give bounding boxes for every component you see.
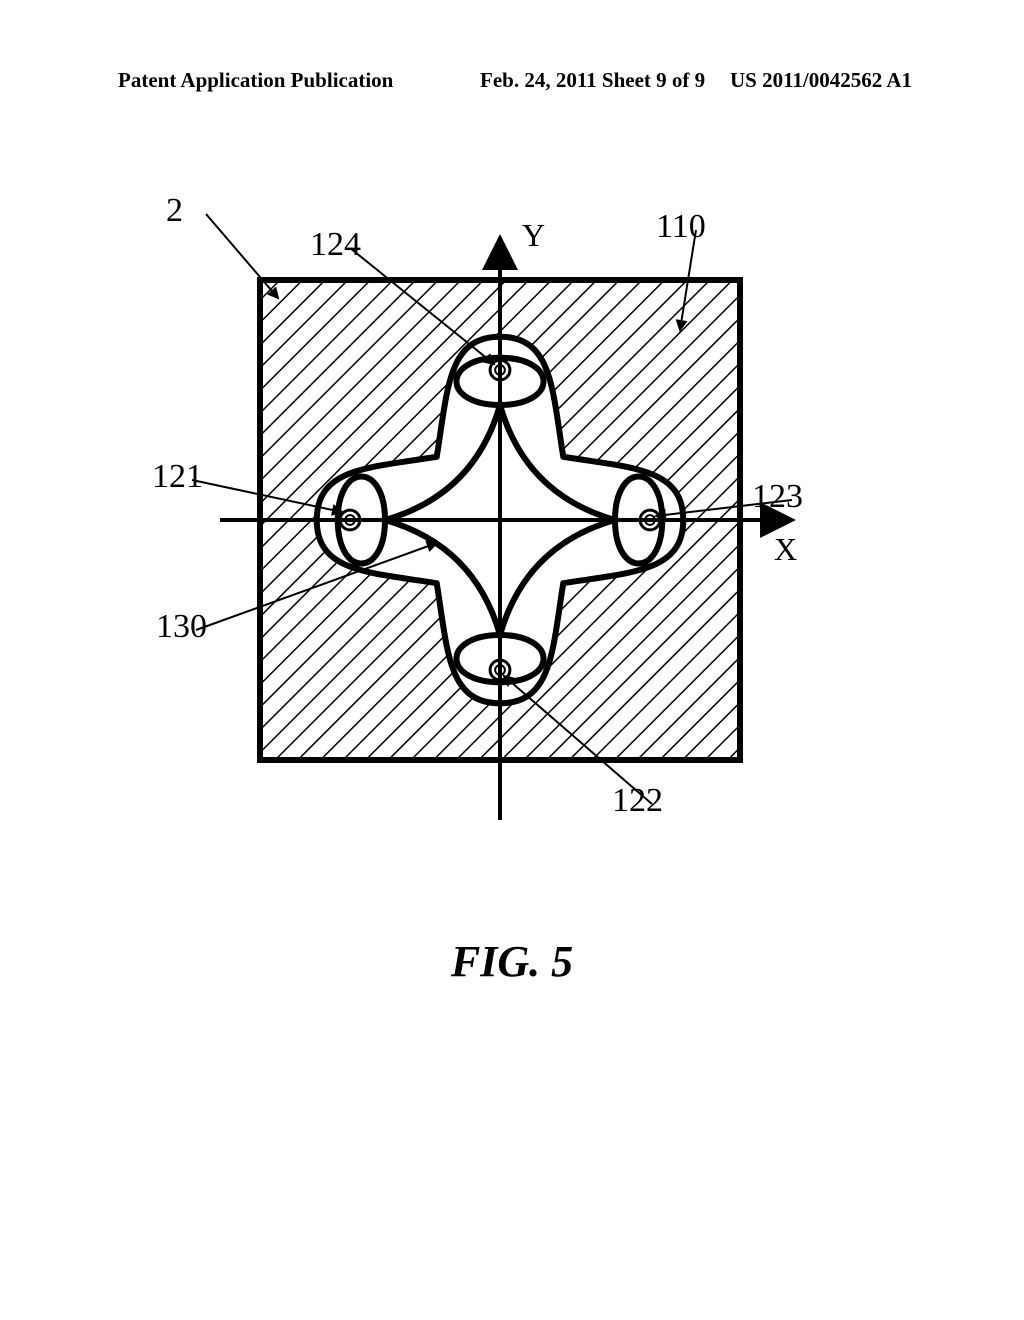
- header-center: Feb. 24, 2011 Sheet 9 of 9: [480, 68, 705, 93]
- header-right: US 2011/0042562 A1: [730, 68, 912, 93]
- figure-area: 2 124 110 121 123 130 122 XY: [120, 190, 900, 890]
- page: Patent Application Publication Feb. 24, …: [0, 0, 1024, 1320]
- figure-svg: XY: [120, 190, 900, 890]
- svg-text:Y: Y: [522, 217, 545, 253]
- figure-caption: FIG. 5: [0, 936, 1024, 987]
- header-left: Patent Application Publication: [118, 68, 393, 93]
- svg-text:X: X: [774, 531, 797, 567]
